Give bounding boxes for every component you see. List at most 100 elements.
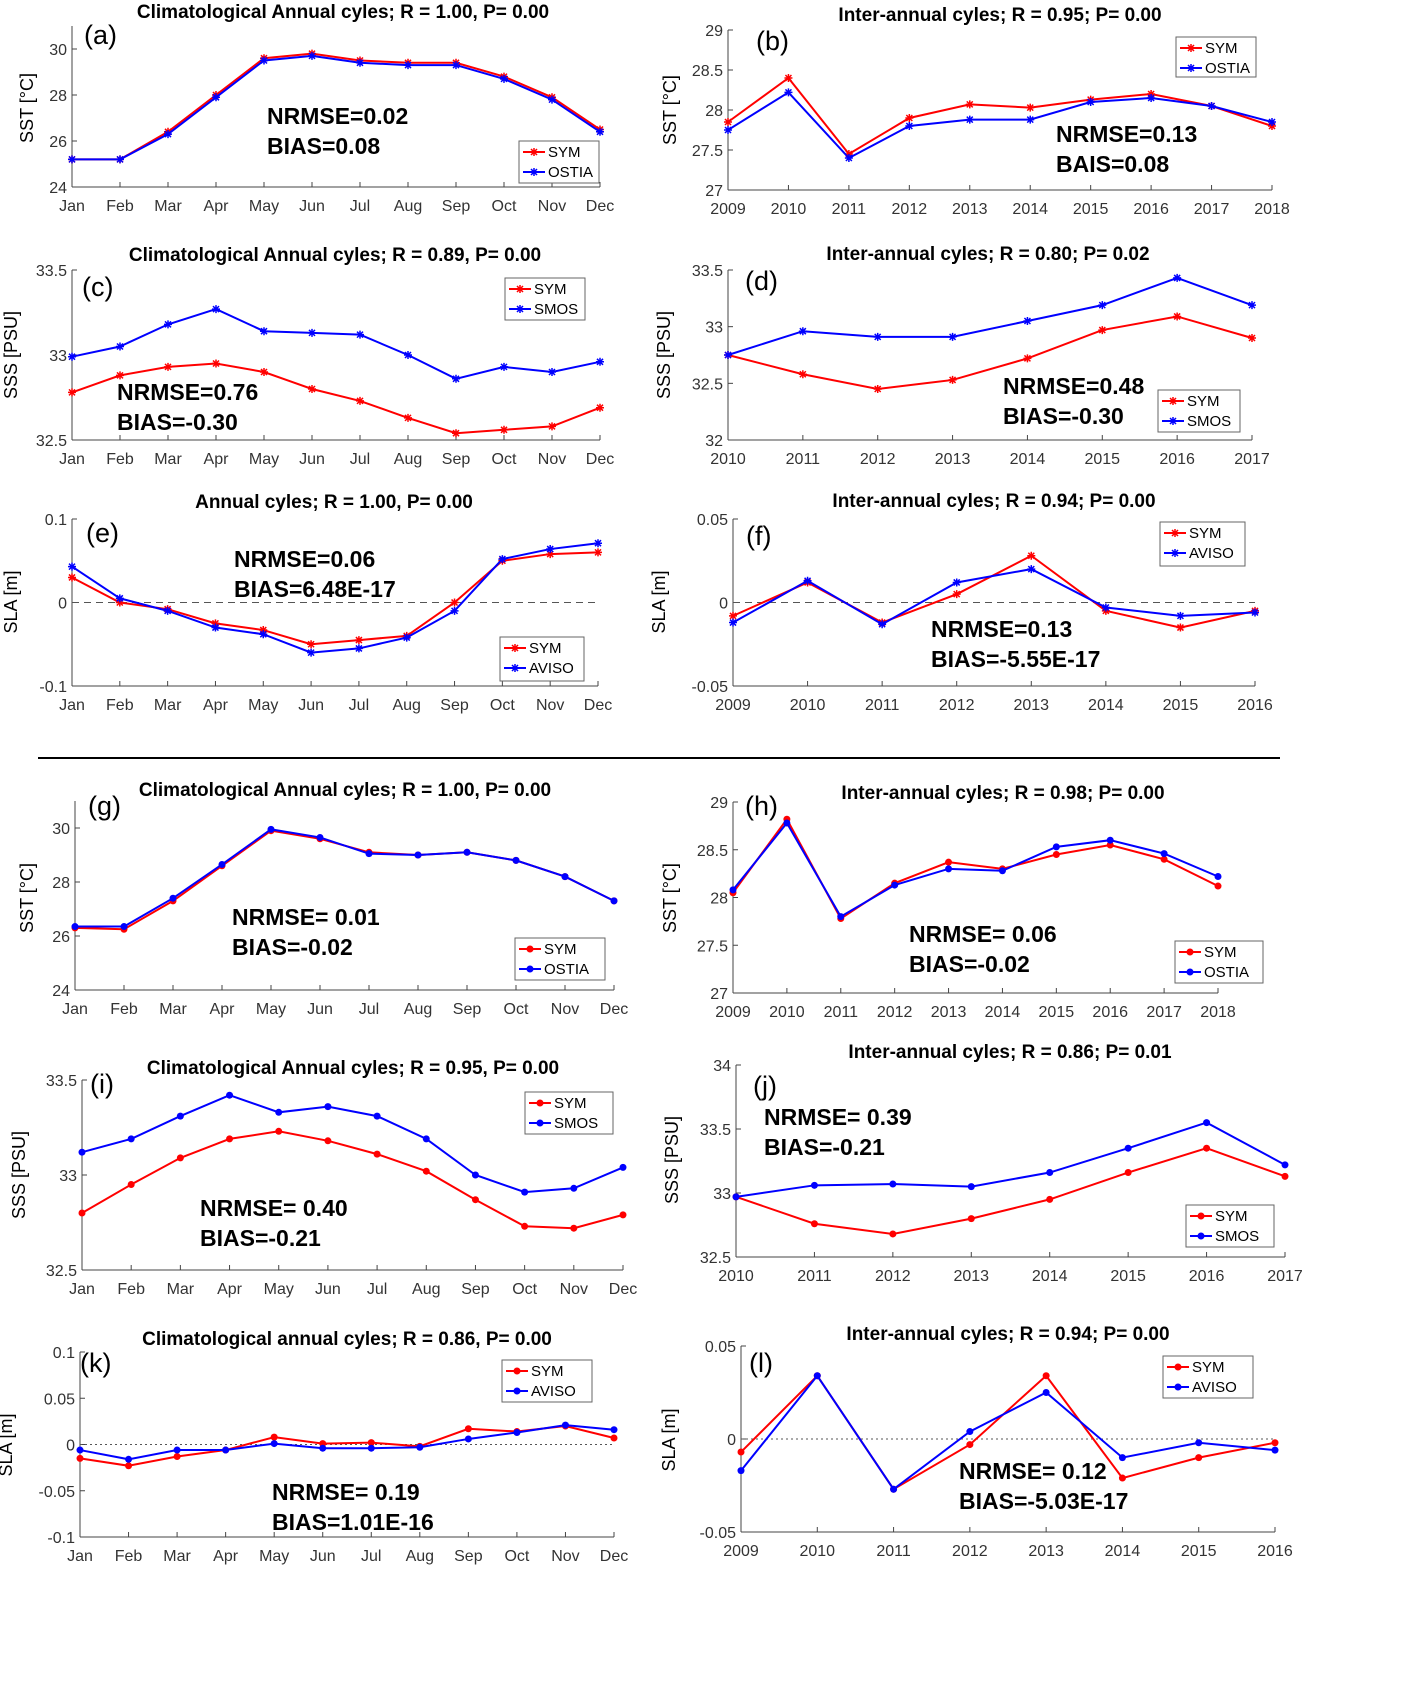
x-tick-label: Dec: [584, 697, 612, 714]
data-point: [1173, 273, 1182, 282]
x-tick-label: Dec: [586, 451, 614, 468]
panel-j: 2010 2011 2012 2013 2014 2015 2016 2017 32.5 33 33…: [662, 1042, 1303, 1285]
chart-title: Inter-annual cyles; R = 0.86; P= 0.01: [848, 1042, 1172, 1063]
y-tick-label: 30: [49, 42, 67, 59]
data-point: [422, 1135, 430, 1143]
legend: SYM SMOS: [1185, 1204, 1275, 1248]
x-tick-label: Jan: [67, 1548, 93, 1565]
legend-box: [1162, 1355, 1254, 1399]
x-tick-label: Aug: [406, 1548, 434, 1565]
x-tick-label: 2013: [935, 451, 971, 468]
data-point: [500, 425, 508, 434]
x-tick-label: 2015: [1110, 1268, 1146, 1285]
x-tick-label: Jan: [62, 1001, 88, 1018]
panel-label: (d): [745, 266, 778, 296]
data-point: [810, 1220, 818, 1228]
y-tick-label: 28: [52, 875, 70, 892]
panel-f: 2009 2010 2011 2012 2013 2014 2015 2016 -0.05 0 0.…: [649, 491, 1273, 714]
y-axis-label: SST [°C]: [660, 75, 680, 145]
legend-box: [504, 277, 586, 321]
x-tick-label: 2014: [1105, 1543, 1141, 1560]
data-point: [1046, 1195, 1054, 1203]
data-point: [356, 58, 364, 67]
data-point: [1197, 1232, 1205, 1240]
x-tick-label: 2017: [1267, 1268, 1303, 1285]
data-point: [945, 858, 953, 866]
chart-title: Inter-annual cyles; R = 0.94; P= 0.00: [832, 491, 1155, 512]
stats-annotation: NRMSE=0.06: [234, 546, 375, 572]
series-line-sym: [79, 1424, 615, 1467]
data-point: [163, 606, 172, 615]
data-point: [784, 74, 793, 82]
y-tick-label: 0.1: [53, 1345, 75, 1362]
panel-d: 2010 2011 2012 2013 2014 2015 2016 2017 32 32.5 33…: [654, 244, 1270, 468]
data-point: [1173, 312, 1182, 321]
series-line-sym: [72, 52, 601, 161]
data-point: [259, 626, 268, 635]
data-point: [373, 1112, 381, 1120]
panel-e: Jan Feb Mar Apr May Jun Jul Aug Sep Oct Nov Dec -0.1…: [1, 492, 612, 714]
x-tick-label: Jun: [315, 1281, 341, 1298]
data-point: [211, 623, 220, 632]
x-tick-label: Oct: [504, 1001, 529, 1018]
x-tick-label: 2010: [718, 1268, 754, 1285]
data-point: [1052, 843, 1060, 851]
data-point: [464, 1435, 472, 1443]
data-point: [1195, 1439, 1203, 1447]
data-point: [1027, 565, 1036, 574]
series-line-aviso: [740, 1374, 1276, 1491]
data-point: [1281, 1161, 1289, 1169]
stats-annotation: BIAS=1.01E-16: [272, 1509, 434, 1535]
data-point: [1098, 301, 1107, 310]
x-tick-label: 2014: [1032, 1268, 1068, 1285]
data-point: [218, 860, 226, 868]
data-point: [452, 429, 460, 438]
data-point: [115, 598, 124, 607]
x-tick-label: Jul: [350, 451, 370, 468]
x-tick-label: 2010: [710, 451, 746, 468]
data-point: [952, 590, 961, 599]
data-point: [1214, 872, 1222, 880]
data-point: [275, 1127, 283, 1135]
legend-entry: SYM: [1192, 1359, 1225, 1376]
y-tick-label: 27: [710, 986, 728, 1003]
panel-label: (j): [753, 1071, 777, 1101]
data-point: [367, 1444, 375, 1452]
data-point: [319, 1444, 327, 1452]
x-tick-label: 2017: [1234, 451, 1270, 468]
x-tick-label: 2012: [939, 697, 975, 714]
y-tick-label: 24: [52, 983, 70, 1000]
x-tick-label: 2018: [1200, 1004, 1236, 1021]
y-axis-label: SST [°C]: [660, 863, 680, 933]
data-point: [356, 396, 364, 405]
data-point: [724, 118, 732, 126]
data-point: [164, 362, 172, 371]
x-tick-label: Jun: [310, 1548, 336, 1565]
stats-annotation: BIAS=6.48E-17: [234, 576, 396, 602]
legend-box: [1185, 1204, 1275, 1248]
legend-box: [518, 140, 600, 184]
data-point: [404, 351, 412, 359]
data-point: [546, 545, 555, 554]
data-point: [316, 833, 324, 841]
data-point: [511, 664, 519, 672]
x-tick-label: Oct: [492, 451, 517, 468]
y-tick-label: 0.05: [705, 1339, 736, 1356]
panel-l: 2009 2010 2011 2012 2013 2014 2015 2016 -0.05 0 0.…: [659, 1324, 1293, 1560]
x-tick-label: Feb: [117, 1281, 145, 1298]
data-point: [1026, 115, 1035, 124]
legend: SYM AVISO: [499, 636, 585, 682]
stats-annotation: BIAS=-0.21: [764, 1134, 885, 1160]
data-point: [526, 945, 534, 953]
stats-annotation: BIAS=-0.30: [1003, 403, 1124, 429]
data-point: [1203, 1144, 1211, 1152]
legend-entry: SYM: [554, 1095, 587, 1112]
stats-annotation: NRMSE=0.76: [117, 379, 258, 405]
x-tick-label: Apr: [204, 451, 230, 468]
panel-label: (c): [82, 272, 113, 302]
y-tick-label: 33: [713, 1186, 731, 1203]
data-point: [76, 1454, 84, 1462]
data-point: [873, 385, 882, 393]
x-tick-label: Apr: [217, 1281, 243, 1298]
x-tick-label: 2016: [1133, 201, 1169, 218]
